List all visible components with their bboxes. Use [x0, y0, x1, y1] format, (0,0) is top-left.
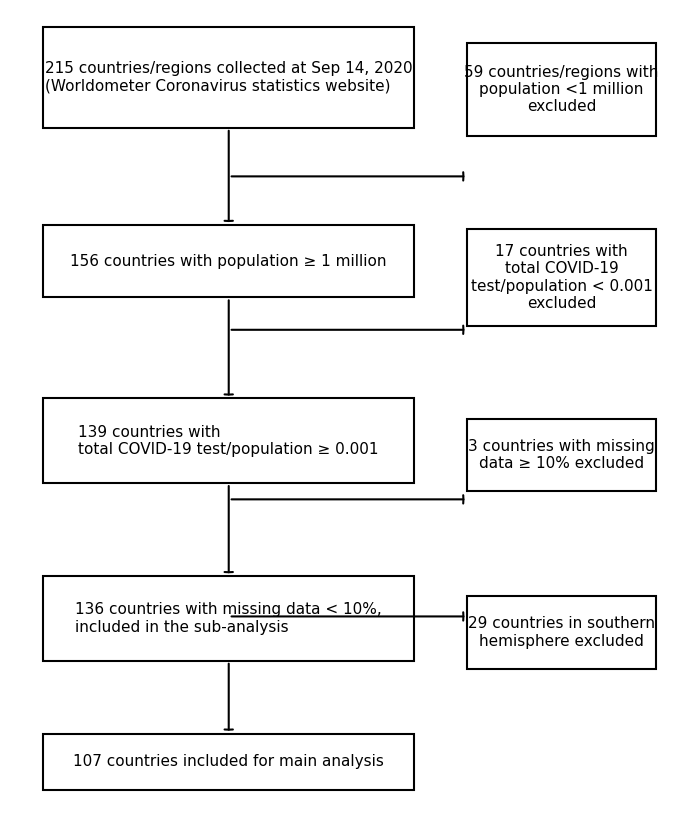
FancyBboxPatch shape: [467, 43, 656, 136]
Text: 3 countries with missing
data ≥ 10% excluded: 3 countries with missing data ≥ 10% excl…: [469, 439, 655, 472]
Text: 107 countries included for main analysis: 107 countries included for main analysis: [73, 754, 384, 769]
Text: 59 countries/regions with
population <1 million
excluded: 59 countries/regions with population <1 …: [464, 65, 659, 115]
Text: 29 countries in southern
hemisphere excluded: 29 countries in southern hemisphere excl…: [468, 616, 655, 649]
FancyBboxPatch shape: [467, 596, 656, 669]
Text: 17 countries with
total COVID-19
test/population < 0.001
excluded: 17 countries with total COVID-19 test/po…: [471, 244, 653, 311]
FancyBboxPatch shape: [43, 398, 414, 483]
Text: 215 countries/regions collected at Sep 14, 2020
(Worldometer Coronavirus statist: 215 countries/regions collected at Sep 1…: [45, 61, 412, 93]
FancyBboxPatch shape: [43, 576, 414, 661]
Text: 139 countries with
total COVID-19 test/population ≥ 0.001: 139 countries with total COVID-19 test/p…: [79, 424, 379, 457]
Text: 156 countries with population ≥ 1 million: 156 countries with population ≥ 1 millio…: [71, 254, 387, 268]
FancyBboxPatch shape: [467, 229, 656, 326]
FancyBboxPatch shape: [43, 733, 414, 790]
FancyBboxPatch shape: [43, 27, 414, 128]
Text: 136 countries with missing data < 10%,
included in the sub-analysis: 136 countries with missing data < 10%, i…: [75, 602, 382, 635]
FancyBboxPatch shape: [43, 225, 414, 298]
FancyBboxPatch shape: [467, 419, 656, 491]
